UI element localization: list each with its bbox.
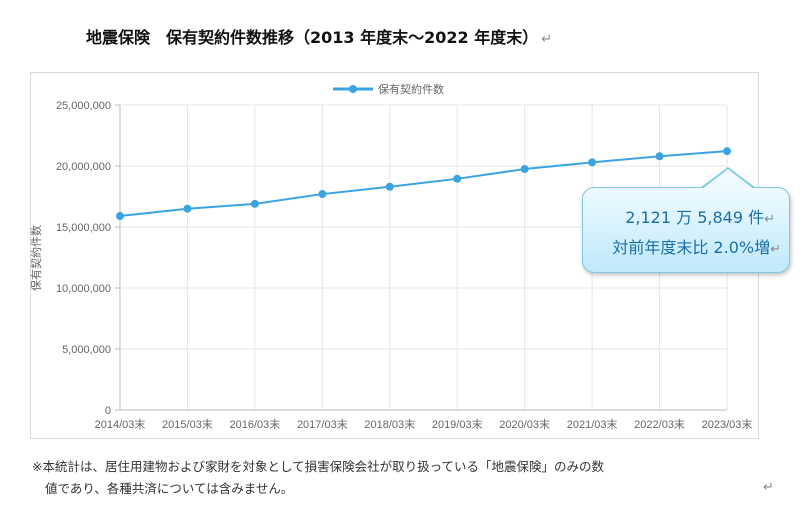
y-tick-label: 5,000,000 [62,344,111,356]
y-tick-label: 20,000,000 [56,161,111,173]
y-tick-label: 0 [105,405,111,417]
callout: 2,121 万 5,849 件↵ 対前年度末比 2.0%増↵ [582,187,790,273]
data-point [250,199,259,208]
y-tick-label: 15,000,000 [56,222,111,234]
data-point [453,174,462,183]
return-mark: ↵ [770,242,781,257]
footnote-line2: 値であり、各種共済については含みません。 [45,481,294,496]
x-tick-label: 2018/03末 [364,417,415,431]
x-tick-label: 2023/03末 [702,417,753,431]
return-mark: ↵ [763,480,774,495]
page-title: 地震保険 保有契約件数推移（2013 年度末～2022 年度末） ↵ [86,24,552,48]
x-tick-label: 2022/03末 [634,417,685,431]
data-point [588,158,597,167]
data-point [116,212,124,221]
return-mark: ↵ [541,32,553,47]
y-axis-label: 保有契約件数 [29,225,43,291]
footnote: ※本統計は、居住用建物および家財を対象として損害保険会社が取り扱っている「地震保… [32,456,604,500]
return-mark: ↵ [764,212,775,227]
title-text: 地震保険 保有契約件数推移（2013 年度末～2022 年度末） [86,28,539,47]
data-point [318,190,327,199]
x-tick-label: 2019/03末 [432,417,483,431]
data-point [723,147,731,156]
series-line [119,150,728,218]
legend-label: 保有契約件数 [378,82,444,96]
data-point [385,182,394,191]
data-point [655,152,664,161]
x-tick-label: 2017/03末 [297,417,348,431]
callout-count: 2,121 万 5,849 件 [625,208,765,227]
callout-growth: 対前年度末比 2.0%増 [612,238,771,257]
legend-marker [349,85,357,93]
x-tick-label: 2014/03末 [95,417,146,431]
y-tick-label: 10,000,000 [56,283,111,295]
x-tick-label: 2021/03末 [567,417,618,431]
x-tick-label: 2020/03末 [499,417,550,431]
callout-pointer-fill [702,169,754,189]
x-tick-label: 2015/03末 [162,417,213,431]
data-point [520,165,529,174]
x-tick-label: 2016/03末 [230,417,281,431]
footnote-line1: ※本統計は、居住用建物および家財を対象として損害保険会社が取り扱っている「地震保… [32,459,604,474]
y-tick-label: 25,000,000 [56,100,111,112]
data-point [183,204,192,213]
